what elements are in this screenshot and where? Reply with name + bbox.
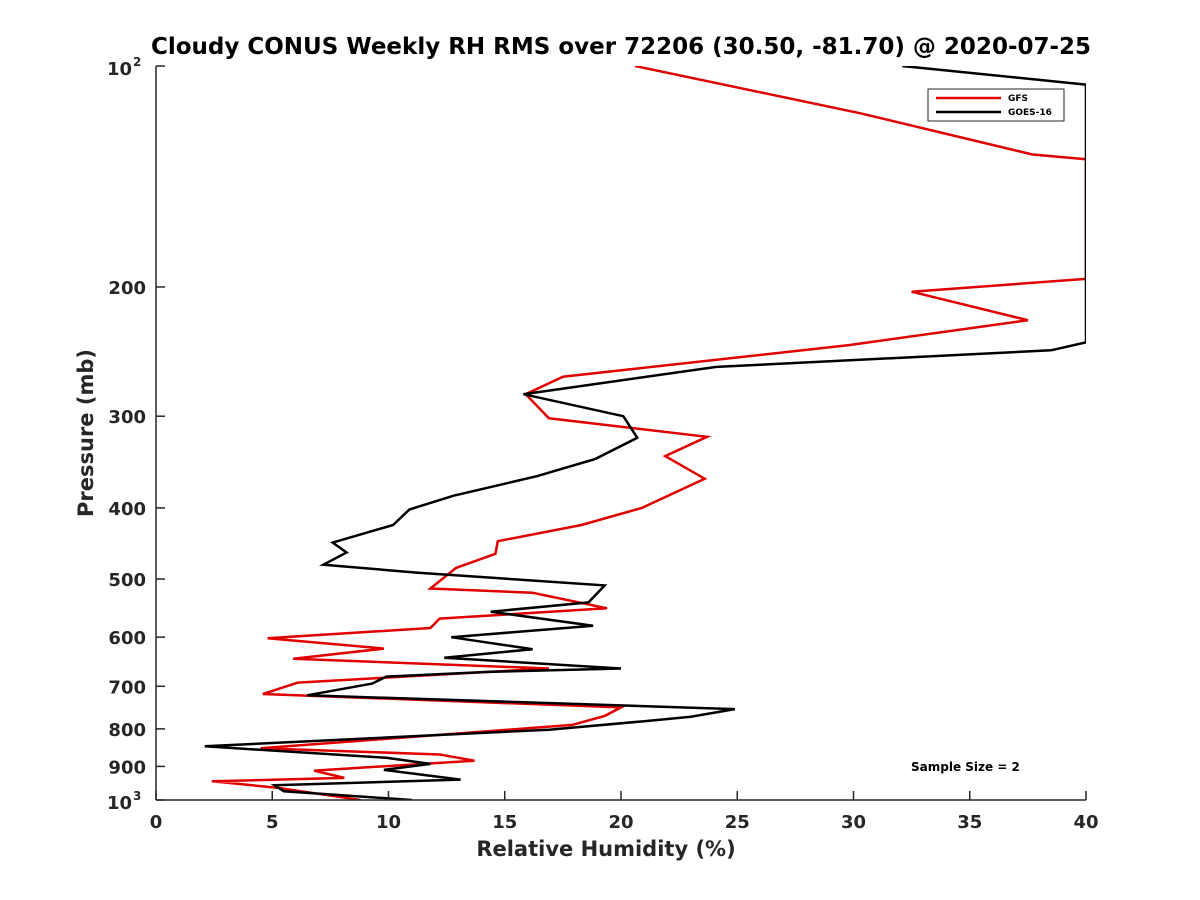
y-tick-label-base: 10 <box>107 59 132 80</box>
y-tick-label: 600 <box>108 628 146 649</box>
y-tick-label-base: 10 <box>107 793 132 814</box>
series-line-goes-16 <box>204 66 1086 800</box>
y-tick-label: 200 <box>108 278 146 299</box>
y-tick-label: 300 <box>108 407 146 428</box>
legend-label-goes-16: GOES-16 <box>1008 108 1052 118</box>
sample-size-annotation: Sample Size = 2 <box>911 760 1020 774</box>
y-tick-label: 900 <box>108 757 146 778</box>
legend-box <box>927 88 1065 122</box>
x-axis-label: Relative Humidity (%) <box>476 837 735 861</box>
x-tick-label: 15 <box>492 812 517 833</box>
x-tick-label: 25 <box>725 812 750 833</box>
x-tick-label: 30 <box>841 812 866 833</box>
y-tick-label: 700 <box>108 677 146 698</box>
y-tick-label: 400 <box>108 499 146 520</box>
y-axis-label: Pressure (mb) <box>74 349 98 517</box>
x-tick-label: 0 <box>150 812 163 833</box>
series-line-gfs <box>211 66 1086 800</box>
x-tick-label: 5 <box>266 812 279 833</box>
legend-label-gfs: GFS <box>1008 94 1028 104</box>
x-tick-label: 10 <box>376 812 401 833</box>
y-tick-label-exponent: 3 <box>133 789 141 803</box>
y-tick-label-exponent: 2 <box>133 55 141 69</box>
x-tick-label: 40 <box>1073 812 1098 833</box>
x-tick-label: 20 <box>608 812 633 833</box>
chart-title: Cloudy CONUS Weekly RH RMS over 72206 (3… <box>151 34 1091 60</box>
x-tick-label: 35 <box>957 812 982 833</box>
y-tick-label: 500 <box>108 570 146 591</box>
y-tick-label: 800 <box>108 720 146 741</box>
